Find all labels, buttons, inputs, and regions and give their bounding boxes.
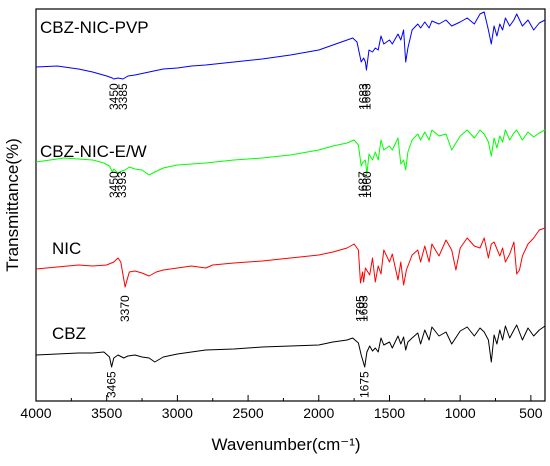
series-labels: CBZ-NIC-PVP CBZ-NIC-E/W NIC CBZ	[40, 18, 149, 343]
peak-label: 3385	[116, 83, 130, 110]
series-line-cbz-nic-pvp	[35, 11, 546, 80]
peak-label: 1705	[354, 295, 368, 322]
peak-label: 1687	[356, 171, 370, 198]
peak-label: 3450	[107, 171, 121, 198]
x-tick-label: 2000	[303, 405, 334, 421]
series-line-nic	[35, 227, 546, 288]
x-tick-label: 3000	[162, 405, 193, 421]
series-label: CBZ-NIC-PVP	[40, 18, 149, 37]
peak-label: 1660	[360, 171, 374, 198]
peak-label: 1683	[357, 295, 371, 322]
peak-label: 3370	[118, 295, 132, 322]
x-tick-label: 1500	[374, 405, 405, 421]
x-tick-label: 2500	[233, 405, 264, 421]
x-tick-label: 3500	[91, 405, 122, 421]
peak-label: 1675	[358, 371, 372, 398]
peak-label: 3465	[105, 371, 119, 398]
x-tick-label: 4000	[20, 405, 51, 421]
series-label: CBZ-NIC-E/W	[40, 142, 147, 161]
plot-frame	[35, 8, 546, 402]
peak-label: 1663	[359, 83, 373, 110]
peak-label: 3450	[107, 83, 121, 110]
series-line-cbz	[35, 324, 546, 368]
x-axis-ticks: 4000 3500 3000 2500 2000 1500 1000 500	[20, 395, 543, 421]
series-label: CBZ	[52, 324, 86, 343]
spectra-lines	[35, 11, 546, 368]
peak-label: 1683	[357, 83, 371, 110]
y-axis-label: Transmittance(%)	[3, 138, 22, 272]
x-tick-label: 500	[519, 405, 543, 421]
peak-label: 3393	[115, 171, 129, 198]
x-axis-label: Wavenumber(cm⁻¹)	[211, 435, 360, 454]
x-tick-label: 1000	[445, 405, 476, 421]
series-label: NIC	[52, 239, 81, 258]
series-line-cbz-nic-e-w	[35, 129, 546, 176]
